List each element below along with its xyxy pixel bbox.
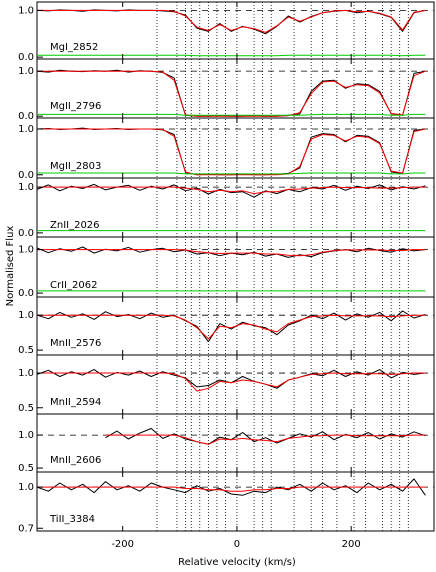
y-tick-label: 1.0	[18, 245, 34, 256]
panel-label: MgII_2796	[50, 101, 101, 112]
spectrum-line	[37, 314, 426, 340]
panel-label: TiII_3384	[49, 514, 95, 525]
spectrum-line	[105, 434, 426, 445]
spectrum-line	[36, 183, 426, 198]
spectrum-line	[37, 128, 426, 176]
x-tick-label: 200	[342, 539, 361, 550]
spectrum-line	[36, 369, 426, 389]
y-tick-label: 1.0	[18, 5, 34, 16]
panel-label: MgII_2803	[50, 161, 101, 172]
y-tick-label: 0.7	[18, 523, 34, 534]
y-tick-label: 0.0	[18, 170, 34, 181]
x-tick-label: 0	[234, 539, 240, 550]
panel-label: ZnII_2026	[50, 220, 100, 231]
spectrum-line	[37, 172, 426, 175]
y-tick-label: 0.5	[18, 403, 34, 414]
y-tick-label: 0.0	[18, 288, 34, 299]
panel-label: CrII_2062	[50, 280, 97, 291]
spectrum-line	[37, 372, 426, 392]
x-tick-label: -200	[111, 539, 134, 550]
panel-label: MgI_2852	[50, 42, 98, 53]
panel-label: MnII_2594	[50, 397, 101, 408]
y-tick-label: 0.5	[18, 463, 34, 474]
y-axis-label: Normalised Flux	[5, 226, 16, 307]
y-tick-label: 1.0	[18, 124, 34, 135]
spectrum-line	[37, 186, 426, 195]
x-axis-label: Relative velocity (km/s)	[178, 557, 296, 568]
y-tick-label: 0.0	[18, 52, 34, 63]
y-tick-label: 1.0	[18, 310, 34, 321]
y-tick-label: 1.0	[18, 182, 34, 193]
panel-label: MnII_2576	[50, 338, 101, 349]
y-tick-label: 1.0	[18, 482, 34, 493]
y-tick-label: 1.0	[18, 66, 34, 77]
spectrum-line	[36, 310, 426, 343]
y-tick-label: 0.0	[18, 111, 34, 122]
spectrum-line	[36, 478, 426, 496]
spectrum-line	[105, 428, 426, 445]
y-tick-label: 1.0	[18, 430, 34, 441]
spectrum-line	[37, 486, 426, 492]
panel-frame	[36, 471, 435, 532]
y-tick-label: 0.0	[18, 228, 34, 239]
spectrum-line	[37, 9, 426, 33]
panel-label: MnII_2606	[50, 455, 101, 466]
spectrum-line	[37, 113, 426, 116]
y-tick-label: 1.0	[18, 368, 34, 379]
y-tick-label: 0.5	[18, 345, 34, 356]
spectrum-line	[36, 246, 426, 258]
spectrum-line	[37, 249, 426, 257]
spectrum-line	[37, 70, 426, 117]
